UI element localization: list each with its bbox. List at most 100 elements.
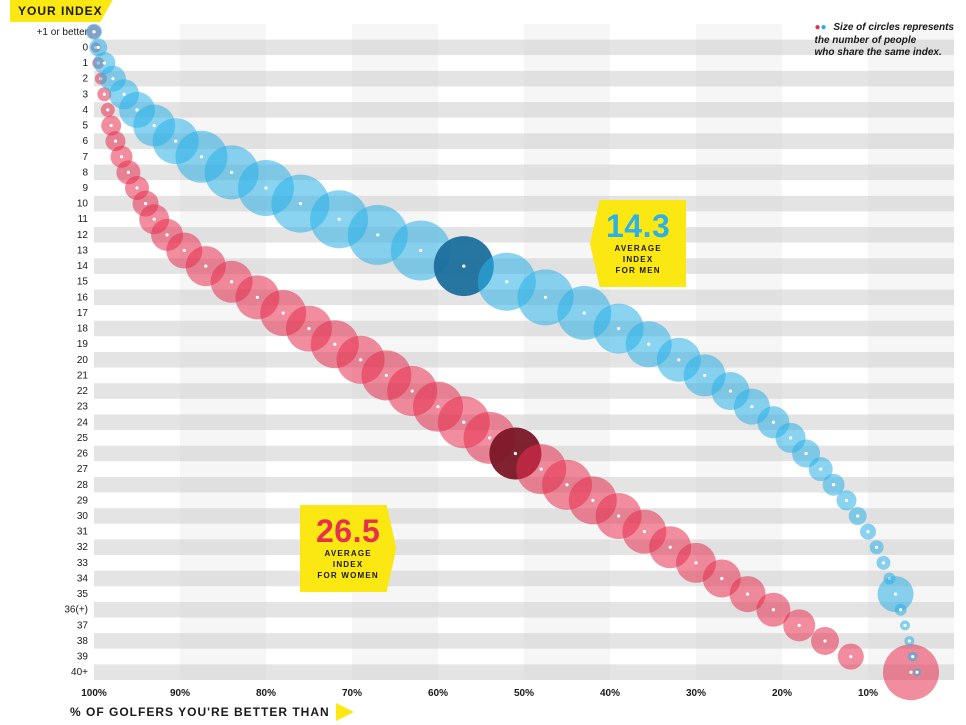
bubble-center-dot [97,46,100,49]
legend-line-1: Size of circles represents [833,22,954,33]
y-tick-label: 31 [77,527,89,538]
legend-dot-men: ● [821,22,827,33]
bubble-center-dot [127,171,130,174]
grid-col [868,24,954,680]
bubble-center-dot [540,468,543,471]
bubble-center-dot [299,202,302,205]
bubble-center-dot [832,483,835,486]
bubble-center-dot [819,468,822,471]
callout-men-line2: INDEX [606,255,670,264]
callout-men: 14.3 AVERAGE INDEX FOR MEN [590,200,686,287]
bubble-center-dot [411,389,414,392]
bubble-center-dot [643,530,646,533]
bubble-center-dot [103,61,106,64]
bubble-center-dot [462,421,465,424]
grid-col [180,24,266,680]
bubble-center-dot [750,405,753,408]
bubble-center-dot [174,140,177,143]
bubble-center-dot [264,186,267,189]
bubble-center-dot [823,639,826,642]
y-tick-label: 32 [77,542,89,553]
y-tick-label: 13 [77,245,89,256]
y-tick-label: 18 [77,324,89,335]
bubble-center-dot [677,358,680,361]
legend-dots: ●● [815,22,830,33]
callout-women-line2: INDEX [316,560,380,569]
bubble-center-dot [911,655,914,658]
bubble-center-dot [385,374,388,377]
bubble-center-dot [505,280,508,283]
x-tick-label: 50% [514,688,534,699]
y-tick-label: 7 [82,152,88,163]
bubble-center-dot [166,233,169,236]
bubble-center-dot [669,546,672,549]
y-tick-label: 38 [77,636,89,647]
callout-men-value: 14.3 [606,210,670,242]
bubble-center-dot [282,311,285,314]
y-tick-label: 4 [82,105,88,116]
bubble-center-dot [462,264,465,267]
bubble-center-dot [583,311,586,314]
y-tick-label: 36(+) [64,605,88,616]
y-tick-label: 40+ [71,667,88,678]
bubble-center-dot [333,343,336,346]
bubble-center-dot [746,592,749,595]
y-tick-label: 19 [77,339,89,350]
bubble-center-dot [338,218,341,221]
bubble-center-dot [488,436,491,439]
bubble-center-dot [565,483,568,486]
bubble-center-dot [617,514,620,517]
y-tick-label: 15 [77,277,89,288]
callout-men-line3: FOR MEN [606,266,670,275]
bubble-center-dot [845,499,848,502]
x-tick-label: 40% [600,688,620,699]
y-tick-label: 27 [77,464,89,475]
bubble-center-dot [647,343,650,346]
y-tick-label: 10 [77,199,89,210]
bubble-center-dot [899,608,902,611]
bubble-center-dot [804,452,807,455]
bubble-center-dot [908,639,911,642]
y-tick-label: 34 [77,573,89,584]
bubble-center-dot [153,218,156,221]
y-tick-label: 35 [77,589,89,600]
bubble-center-dot [419,249,422,252]
y-tick-label: 20 [77,355,89,366]
y-tick-label: 37 [77,620,89,631]
callout-women-line3: FOR WOMEN [316,571,380,580]
chart-container: +1 or better0123456789101112131415161718… [0,0,966,725]
bubble-center-dot [114,140,117,143]
x-tick-label: 20% [772,688,792,699]
y-tick-label: 17 [77,308,89,319]
bubble-center-dot [798,624,801,627]
bubble-center-dot [617,327,620,330]
x-tick-label: 10% [858,688,878,699]
y-axis-title: YOUR INDEX [10,0,113,22]
y-tick-label: 16 [77,292,89,303]
bubble-center-dot [307,327,310,330]
y-tick-label: 3 [82,89,88,100]
y-tick-label: 29 [77,495,89,506]
bubble-center-dot [92,30,95,33]
grid-col [524,24,610,680]
bubble-center-dot [204,264,207,267]
y-tick-label: 24 [77,417,89,428]
y-tick-label: 1 [82,58,88,69]
bubble-center-dot [894,592,897,595]
y-tick-label: +1 or better [37,27,89,38]
y-tick-label: 9 [82,183,88,194]
y-tick-label: 30 [77,511,89,522]
bubble-center-dot [875,546,878,549]
bubble-center-dot [111,77,114,80]
y-tick-label: 33 [77,558,89,569]
bubble-center-dot [376,233,379,236]
bubble-center-dot [720,577,723,580]
bubble-center-dot [591,499,594,502]
y-tick-label: 0 [82,42,88,53]
callout-women: 26.5 AVERAGE INDEX FOR WOMEN [300,505,396,592]
bubble-center-dot [703,374,706,377]
y-tick-label: 21 [77,370,89,381]
x-tick-label: 90% [170,688,190,699]
bubble-center-dot [120,155,123,158]
bubble-center-dot [772,421,775,424]
